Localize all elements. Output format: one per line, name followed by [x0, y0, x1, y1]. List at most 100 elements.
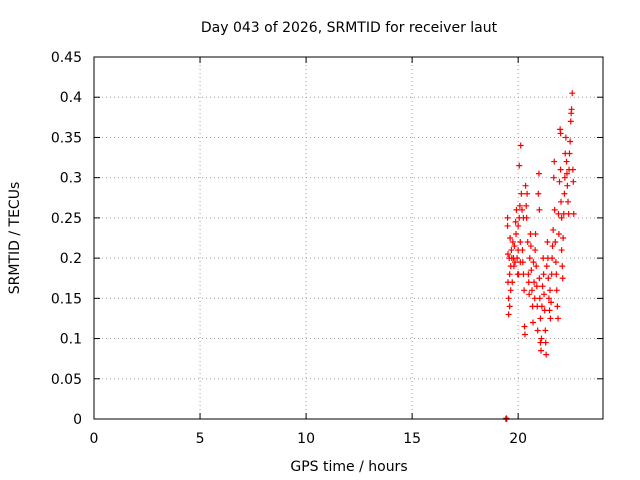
data-point [523, 202, 530, 209]
data-point [561, 174, 568, 181]
data-point [504, 251, 511, 258]
data-point [553, 287, 560, 294]
data-point [531, 295, 538, 302]
data-point [522, 182, 529, 189]
data-point [516, 162, 523, 169]
data-point [519, 259, 526, 266]
data-point [541, 291, 548, 298]
data-point [531, 279, 538, 286]
data-point [570, 210, 577, 217]
grid-lines [94, 57, 603, 419]
data-point [536, 275, 543, 282]
data-point [505, 311, 512, 318]
data-point [511, 243, 518, 250]
data-point [546, 287, 553, 294]
data-point [538, 347, 545, 354]
x-tick-label: 0 [90, 431, 99, 447]
data-point [515, 222, 522, 229]
data-point [532, 230, 539, 237]
data-point [508, 247, 515, 254]
y-tick-label: 0.2 [60, 251, 82, 267]
data-point [523, 214, 530, 221]
y-tick-labels: 0 0.05 0.1 0.15 0.2 0.25 0.3 0.35 0.4 0.45 [51, 50, 82, 428]
data-point [535, 170, 542, 177]
plot-frame [93, 56, 604, 420]
data-point [568, 106, 575, 113]
data-point [518, 206, 525, 213]
data-point [557, 166, 564, 173]
data-point [558, 214, 565, 221]
data-point [511, 259, 518, 266]
data-point [557, 130, 564, 137]
data-point [509, 279, 516, 286]
x-axis-label: GPS time / hours [290, 459, 407, 475]
x-tick-labels: 0 5 10 15 20 [90, 431, 528, 447]
data-point [517, 239, 524, 246]
data-point [510, 263, 517, 270]
data-point [516, 202, 523, 209]
data-point [509, 239, 516, 246]
data-point [535, 190, 542, 197]
data-point [565, 198, 572, 205]
data-point [556, 178, 563, 185]
data-point [537, 339, 544, 346]
data-point [545, 295, 552, 302]
chart-title: Day 043 of 2026, SRMTID for receiver lau… [201, 20, 498, 36]
data-point [528, 287, 535, 294]
data-point [504, 222, 511, 229]
data-point [550, 174, 557, 181]
data-point [549, 255, 556, 262]
data-point [567, 118, 574, 125]
data-point [551, 206, 558, 213]
data-point [538, 303, 545, 310]
data-point [555, 210, 562, 217]
data-point [530, 319, 537, 326]
data-point [507, 235, 514, 241]
data-point [536, 295, 543, 302]
data-point [534, 327, 541, 334]
data-point [507, 287, 514, 294]
data-point [549, 243, 556, 250]
data-point [555, 315, 562, 322]
axis-ticks [93, 56, 603, 420]
data-point [513, 206, 520, 213]
x-tick-label: 15 [403, 431, 421, 447]
y-tick-label: 0.25 [51, 211, 82, 227]
data-point [550, 226, 557, 233]
data-point [546, 307, 553, 314]
data-point [553, 271, 560, 278]
data-point [527, 230, 534, 237]
data-point [526, 291, 533, 298]
x-tick-label: 5 [196, 431, 205, 447]
data-point [552, 239, 559, 246]
data-point [552, 259, 559, 266]
data-point [565, 210, 572, 217]
data-point [521, 331, 528, 338]
data-point [555, 230, 562, 237]
data-point [554, 303, 561, 310]
data-point [558, 247, 565, 254]
data-point [521, 287, 528, 294]
data-point [562, 134, 569, 141]
data-point [518, 190, 525, 197]
data-point [542, 327, 549, 334]
data-point [532, 247, 539, 254]
y-tick-label: 0.35 [51, 130, 82, 146]
data-point [570, 178, 577, 185]
data-point [543, 263, 550, 270]
data-point [564, 182, 571, 189]
y-tick-label: 0.15 [51, 291, 82, 307]
data-point [545, 275, 552, 282]
data-point [537, 315, 544, 322]
data-points [502, 90, 577, 422]
data-point [547, 315, 554, 322]
data-point [544, 239, 551, 246]
x-tick-label: 10 [297, 431, 315, 447]
data-point [512, 218, 519, 225]
data-point [559, 263, 566, 270]
data-point [536, 206, 543, 213]
data-point [521, 323, 528, 330]
data-point [524, 239, 531, 246]
data-point [563, 158, 570, 165]
